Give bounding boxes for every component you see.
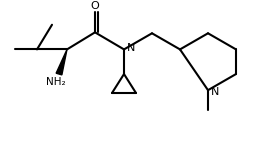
Text: O: O bbox=[91, 1, 99, 11]
Text: N: N bbox=[211, 87, 219, 97]
Text: NH₂: NH₂ bbox=[46, 77, 66, 87]
Text: N: N bbox=[127, 42, 135, 53]
Polygon shape bbox=[56, 49, 67, 75]
